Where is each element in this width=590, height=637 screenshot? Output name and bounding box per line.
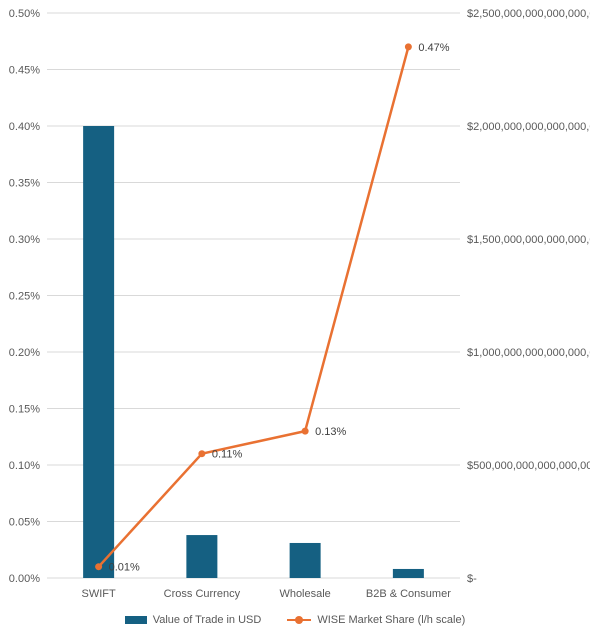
right-axis-tick-label: $1,000,000,000,000,000,000 — [467, 347, 590, 359]
legend-item-line-series: WISE Market Share (l/h scale) — [287, 614, 465, 626]
left-axis-tick-label: 0.10% — [9, 460, 40, 472]
x-axis-category-label: B2B & Consumer — [366, 588, 451, 600]
line-point — [95, 563, 103, 571]
left-axis-tick-label: 0.15% — [9, 404, 40, 416]
legend-bar-swatch — [124, 616, 147, 624]
x-axis-category-label: Cross Currency — [164, 588, 241, 600]
bar — [289, 542, 321, 578]
legend-line-swatch — [287, 615, 312, 625]
left-axis-tick-label: 0.50% — [9, 8, 40, 20]
bar — [392, 568, 424, 578]
line-point — [198, 450, 206, 458]
x-axis-category-label: SWIFT — [82, 588, 116, 600]
left-axis-tick-label: 0.20% — [9, 347, 40, 359]
data-label: 0.01% — [109, 562, 140, 574]
series-line — [97, 46, 410, 568]
legend: Value of Trade in USD WISE Market Share … — [0, 610, 590, 630]
data-label: 0.47% — [418, 42, 449, 54]
line-point — [301, 427, 309, 435]
right-axis-tick-label: $2,000,000,000,000,000,000 — [467, 121, 590, 133]
chart-area: 0.00% 0.05% 0.10% 0.15% 0.20% 0.25% 0.30% 0.35%… — [9, 8, 590, 600]
right-axis-tick-label: $- — [467, 573, 477, 585]
right-axis-tick-label: $2,500,000,000,000,000,000 — [467, 8, 590, 20]
data-label: 0.13% — [315, 426, 346, 438]
line-point — [404, 43, 412, 51]
right-axis-tick-label: $1,500,000,000,000,000,000 — [467, 234, 590, 246]
legend-line-label: WISE Market Share (l/h scale) — [317, 614, 466, 626]
left-axis-tick-label: 0.35% — [9, 178, 40, 190]
left-axis-tick-label: 0.05% — [9, 517, 40, 529]
left-axis-tick-label: 0.30% — [9, 234, 40, 246]
data-label: 0.11% — [212, 449, 243, 461]
left-axis-tick-label: 0.00% — [9, 573, 40, 585]
bar — [186, 535, 218, 578]
left-axis-tick-label: 0.40% — [9, 121, 40, 133]
legend-item-bar-series: Value of Trade in USD — [124, 614, 262, 626]
bar — [83, 126, 115, 578]
left-axis-tick-label: 0.45% — [9, 65, 40, 77]
x-axis-category-label: Wholesale — [279, 588, 330, 600]
right-axis-tick-label: $500,000,000,000,000,000 — [467, 460, 590, 472]
legend-bar-label: Value of Trade in USD — [152, 614, 262, 626]
left-axis-tick-label: 0.25% — [9, 291, 40, 303]
